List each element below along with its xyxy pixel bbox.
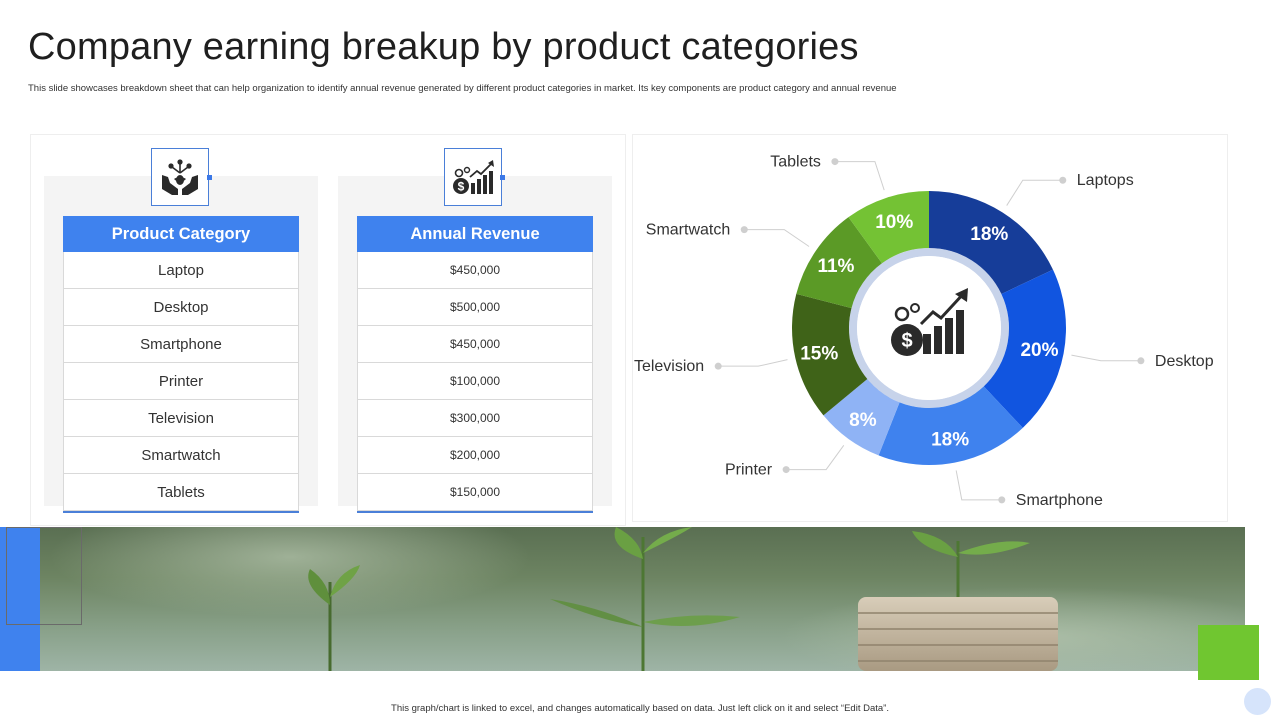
- slice-value-label: 18%: [931, 430, 969, 451]
- revenue-cell: $200,000: [357, 437, 593, 474]
- donut-slice-printer[interactable]: [823, 378, 900, 456]
- category-label: Desktop: [1155, 353, 1214, 370]
- dollar-growth-chart-icon: $: [891, 288, 968, 356]
- category-label: Smartwatch: [646, 222, 730, 239]
- callout-leader-line: [955, 470, 1002, 501]
- callout-dot: [998, 496, 1006, 504]
- slice-value-label: 20%: [1020, 340, 1058, 361]
- category-label: Smartphone: [1016, 492, 1103, 509]
- footer-note: This graph/chart is linked to excel, and…: [391, 703, 889, 714]
- selection-handle: [500, 175, 505, 180]
- slice-value-label: 15%: [800, 344, 838, 365]
- category-cell: Smartphone: [63, 326, 299, 363]
- inner-ring: [849, 248, 1009, 408]
- slice-value-label: 8%: [849, 410, 877, 431]
- category-cell: Desktop: [63, 289, 299, 326]
- donut-hole: [857, 256, 1001, 400]
- donut-slice-tablets[interactable]: [848, 191, 929, 264]
- donut-chart[interactable]: 18% Laptops 20% Desktop 18% Smartphone 8% Print…: [632, 134, 1228, 522]
- category-cell: Smartwatch: [63, 437, 299, 474]
- revenue-cell: $450,000: [357, 326, 593, 363]
- revenue-growth-chart-icon: $: [444, 148, 505, 206]
- donut-slice-laptops[interactable]: [929, 191, 1053, 294]
- callout-dot: [740, 226, 748, 234]
- callout-leader-line: [718, 359, 788, 367]
- revenue-cell: $100,000: [357, 363, 593, 400]
- decorative-dot: [1244, 688, 1271, 715]
- green-accent-square: [1198, 625, 1259, 680]
- revenue-cell: $300,000: [357, 400, 593, 437]
- category-cell: Laptop: [63, 252, 299, 289]
- category-cell: Television: [63, 400, 299, 437]
- category-label: Television: [634, 358, 704, 375]
- category-cell: Tablets: [63, 474, 299, 511]
- slice-value-label: 18%: [970, 224, 1008, 245]
- donut-slice-television[interactable]: [792, 293, 868, 416]
- donut-slice-smartphone[interactable]: [878, 386, 1023, 465]
- donut-slice-smartwatch[interactable]: [796, 217, 882, 309]
- product-category-table: Product Category Laptop Desktop Smartpho…: [63, 216, 299, 513]
- slice-value-label: 10%: [875, 212, 913, 233]
- revenue-cell: $450,000: [357, 252, 593, 289]
- category-label: Printer: [725, 462, 773, 479]
- category-label: Tablets: [770, 154, 821, 171]
- callout-dot: [831, 158, 839, 166]
- product-category-header: Product Category: [63, 216, 299, 252]
- callout-dot: [1137, 357, 1145, 365]
- callout-dot: [1059, 176, 1067, 184]
- svg-text:$: $: [901, 330, 912, 352]
- callout-dot: [714, 362, 722, 370]
- category-cell: Printer: [63, 363, 299, 400]
- selection-handle: [207, 175, 212, 180]
- callout-leader-line: [1071, 354, 1141, 362]
- hands-growth-icon: [151, 148, 212, 206]
- callout-leader-line: [1006, 179, 1063, 206]
- svg-text:$: $: [458, 180, 465, 194]
- page-subtitle: This slide showcases breakdown sheet tha…: [28, 83, 897, 94]
- category-label: Laptops: [1077, 172, 1134, 189]
- slice-value-label: 11%: [817, 256, 854, 277]
- revenue-cell: $150,000: [357, 474, 593, 511]
- background-photo-plants-coins: [40, 527, 1245, 671]
- callout-dot: [782, 466, 790, 474]
- page-title: Company earning breakup by product categ…: [28, 26, 859, 68]
- revenue-cell: $500,000: [357, 289, 593, 326]
- donut-slice-desktop[interactable]: [983, 269, 1066, 428]
- annual-revenue-table: Annual Revenue $450,000 $500,000 $450,00…: [357, 216, 593, 513]
- callout-leader-line: [744, 229, 810, 247]
- annual-revenue-header: Annual Revenue: [357, 216, 593, 252]
- callout-leader-line: [786, 445, 845, 471]
- decorative-outline-box: [6, 527, 82, 625]
- callout-leader-line: [834, 161, 885, 191]
